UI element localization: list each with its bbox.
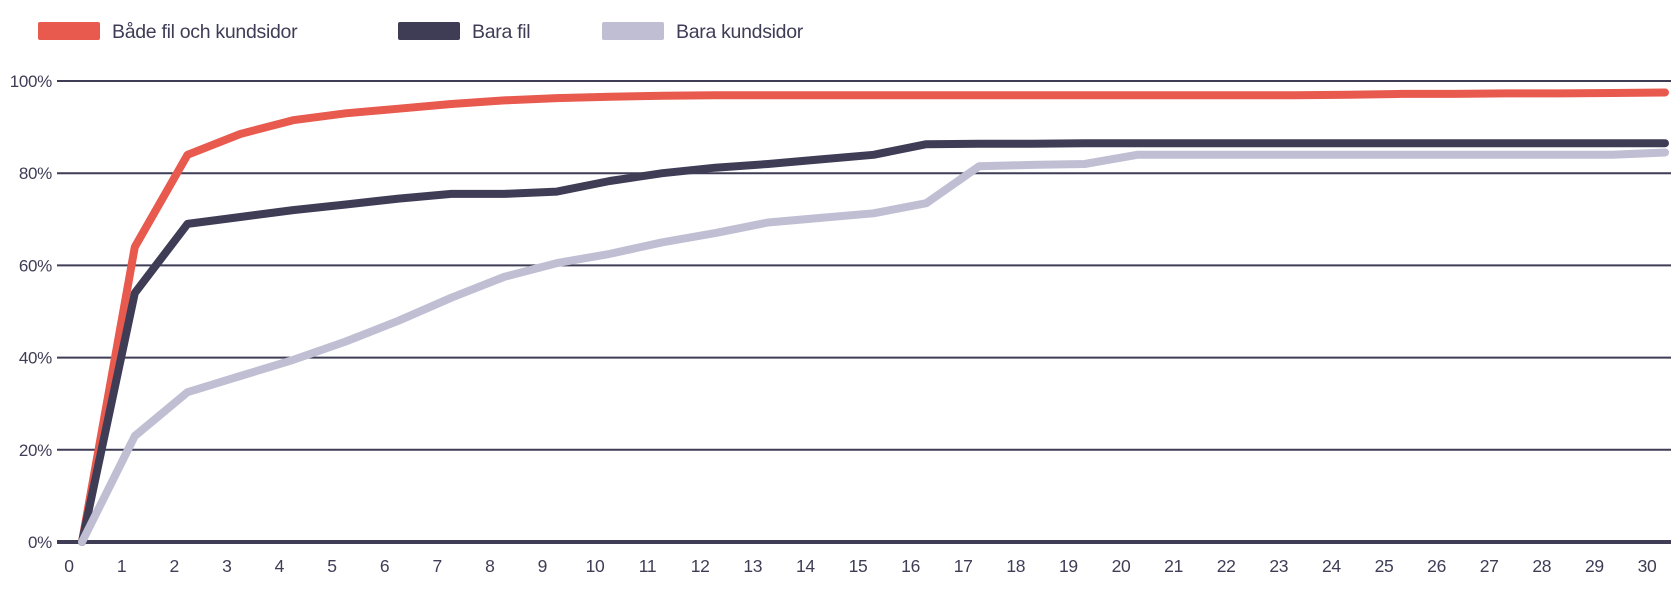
legend-swatch-bara-fil (398, 22, 460, 40)
x-tick-label: 0 (64, 556, 74, 576)
x-tick-label: 7 (432, 556, 441, 576)
x-tick-label: 17 (954, 556, 973, 576)
series-line-bara-fil (78, 139, 1669, 546)
x-tick-label: 27 (1480, 556, 1499, 576)
x-tick-label: 26 (1427, 556, 1446, 576)
x-tick-label: 2 (169, 556, 178, 576)
y-tick-label: 20% (19, 441, 52, 460)
x-tick-label: 21 (1164, 556, 1183, 576)
x-tick-label: 13 (743, 556, 762, 576)
x-tick-label: 5 (327, 556, 336, 576)
x-tick-label: 22 (1217, 556, 1236, 576)
series-line-bara-kundsidor (78, 148, 1669, 546)
x-tick-label: 9 (538, 556, 547, 576)
x-tick-label: 1 (117, 556, 126, 576)
x-tick-label: 15 (849, 556, 868, 576)
x-tick-label: 10 (586, 556, 605, 576)
x-tick-label: 16 (901, 556, 920, 576)
x-tick-label: 30 (1638, 556, 1657, 576)
legend-swatch-bara-kundsidor (602, 22, 664, 40)
y-tick-label: 40% (19, 349, 52, 368)
legend-swatch-b-de-fil-och-kundsidor (38, 22, 100, 40)
y-tick-label: 60% (19, 256, 52, 275)
x-tick-label: 18 (1006, 556, 1025, 576)
x-tick-label: 8 (485, 556, 494, 576)
y-tick-label: 80% (19, 164, 52, 183)
legend-label-b-de-fil-och-kundsidor: Både fil och kundsidor (112, 21, 298, 43)
x-tick-label: 14 (796, 556, 815, 576)
y-tick-label: 100% (10, 72, 52, 91)
x-tick-label: 24 (1322, 556, 1341, 576)
x-tick-label: 4 (275, 556, 285, 576)
x-tick-label: 29 (1585, 556, 1604, 576)
x-tick-label: 3 (222, 556, 231, 576)
series-line-b-de-fil-och-kundsidor (78, 88, 1669, 546)
y-tick-label: 0% (28, 533, 52, 552)
x-tick-label: 28 (1532, 556, 1551, 576)
x-tick-label: 6 (380, 556, 389, 576)
legend-label-bara-kundsidor: Bara kundsidor (676, 21, 804, 43)
legend-label-bara-fil: Bara fil (472, 21, 530, 43)
x-tick-label: 11 (639, 556, 657, 576)
x-tick-label: 23 (1269, 556, 1288, 576)
x-tick-label: 25 (1375, 556, 1394, 576)
x-tick-label: 12 (691, 556, 710, 576)
x-tick-label: 20 (1112, 556, 1131, 576)
x-tick-label: 19 (1059, 556, 1078, 576)
